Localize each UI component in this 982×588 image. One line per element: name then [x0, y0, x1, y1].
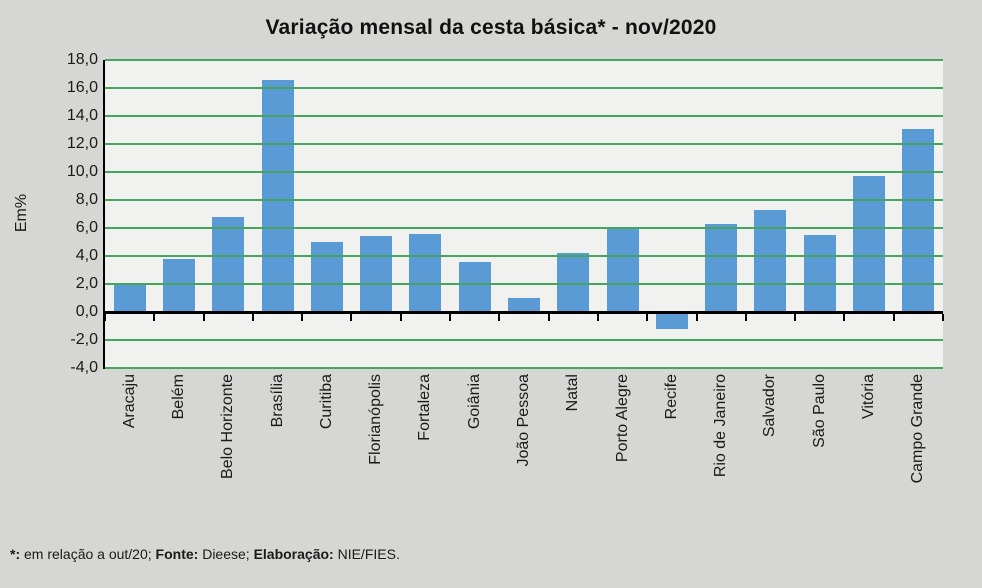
x-category-label: Campo Grande — [909, 374, 927, 484]
chart-title: Variação mensal da cesta básica* - nov/2… — [265, 16, 717, 39]
y-tick-label: 10,0 — [66, 163, 98, 180]
y-tick-label: -4,0 — [70, 359, 98, 376]
axis-tick — [646, 313, 649, 321]
y-axis-title: Em% — [13, 193, 30, 233]
gridline — [105, 199, 943, 201]
axis-tick — [596, 313, 599, 321]
bar-goiânia — [458, 261, 491, 312]
bar-porto-alegre — [606, 226, 639, 312]
x-category-label: Fortaleza — [416, 374, 434, 441]
axis-tick — [547, 313, 550, 321]
y-tick-label: 2,0 — [75, 275, 98, 292]
x-category-label: Rio de Janeiro — [712, 374, 730, 478]
footnote-text: Dieese; — [198, 546, 254, 562]
bar-belém — [162, 258, 195, 312]
y-tick-label: 12,0 — [66, 135, 98, 152]
x-category-label: Curitiba — [317, 374, 335, 430]
axis-tick — [202, 313, 205, 321]
x-category-label: Belo Horizonte — [219, 374, 237, 479]
y-axis-line — [103, 60, 105, 369]
x-category-label: Porto Alegre — [613, 374, 631, 463]
gridline — [105, 115, 943, 117]
footnote-label: *: — [10, 546, 21, 562]
bar-vitória — [853, 176, 886, 312]
gridline — [105, 143, 943, 145]
x-category-label: Goiânia — [465, 374, 483, 430]
x-category-label: Belém — [169, 374, 187, 420]
y-tick-label: 16,0 — [66, 79, 98, 96]
gridline — [105, 339, 943, 341]
x-category-label: Salvador — [761, 374, 779, 438]
x-category-label: Recife — [662, 374, 680, 420]
bar-campo-grande — [902, 128, 935, 312]
bar-joão-pessoa — [508, 298, 540, 312]
gridline — [105, 227, 943, 229]
axis-tick — [892, 313, 895, 321]
y-tick-label: -2,0 — [70, 331, 98, 348]
x-category-label: Vitória — [860, 374, 878, 420]
gridline — [105, 171, 943, 173]
bar-belo-horizonte — [212, 216, 245, 312]
gridline — [105, 87, 943, 89]
footnote-label: Elaboração: — [253, 546, 334, 562]
y-tick-label: 18,0 — [66, 51, 98, 68]
axis-tick — [794, 313, 797, 321]
footnote: *: em relação a out/20; Fonte: Dieese; E… — [10, 546, 400, 562]
y-tick-label: 4,0 — [75, 247, 98, 264]
bar-natal — [557, 253, 590, 312]
x-axis-line — [105, 310, 943, 314]
axis-tick — [942, 313, 944, 321]
x-category-label: Florianópolis — [367, 374, 385, 465]
axis-tick — [449, 313, 452, 321]
axis-tick — [399, 313, 402, 321]
bar-são-paulo — [803, 235, 836, 312]
y-tick-label: 8,0 — [75, 191, 98, 208]
x-category-label: São Paulo — [810, 374, 828, 448]
footnote-text: em relação a out/20; — [20, 546, 156, 562]
gridline — [105, 283, 943, 285]
x-category-label: João Pessoa — [515, 374, 532, 467]
bar-recife — [655, 312, 688, 329]
gridline — [105, 367, 943, 369]
x-category-label: Aracaju — [120, 374, 138, 429]
bar-aracaju — [113, 284, 146, 312]
axis-tick — [498, 313, 501, 321]
bar-florianópolis — [360, 236, 393, 312]
axis-tick — [744, 313, 747, 321]
axis-tick — [153, 313, 156, 321]
footnote-label: Fonte: — [155, 546, 199, 562]
axis-tick — [301, 313, 304, 321]
y-tick-label: 14,0 — [66, 107, 98, 124]
bar-fortaleza — [409, 233, 442, 312]
x-category-label: Brasília — [268, 374, 286, 428]
y-tick-label: 0,0 — [75, 303, 98, 320]
axis-tick — [350, 313, 353, 321]
plot-area — [105, 60, 943, 368]
x-category-label: Natal — [564, 374, 582, 412]
bar-rio-de-janeiro — [705, 223, 738, 312]
footnote-text: NIE/FIES. — [333, 546, 400, 562]
axis-tick — [104, 313, 106, 321]
axis-tick — [843, 313, 846, 321]
bar-salvador — [754, 209, 787, 312]
gridline — [105, 255, 943, 257]
y-tick-label: 6,0 — [75, 219, 98, 236]
gridline — [105, 59, 943, 61]
axis-tick — [251, 313, 254, 321]
bar-brasília — [261, 79, 294, 312]
bar-curitiba — [310, 242, 343, 312]
axis-tick — [695, 313, 698, 321]
